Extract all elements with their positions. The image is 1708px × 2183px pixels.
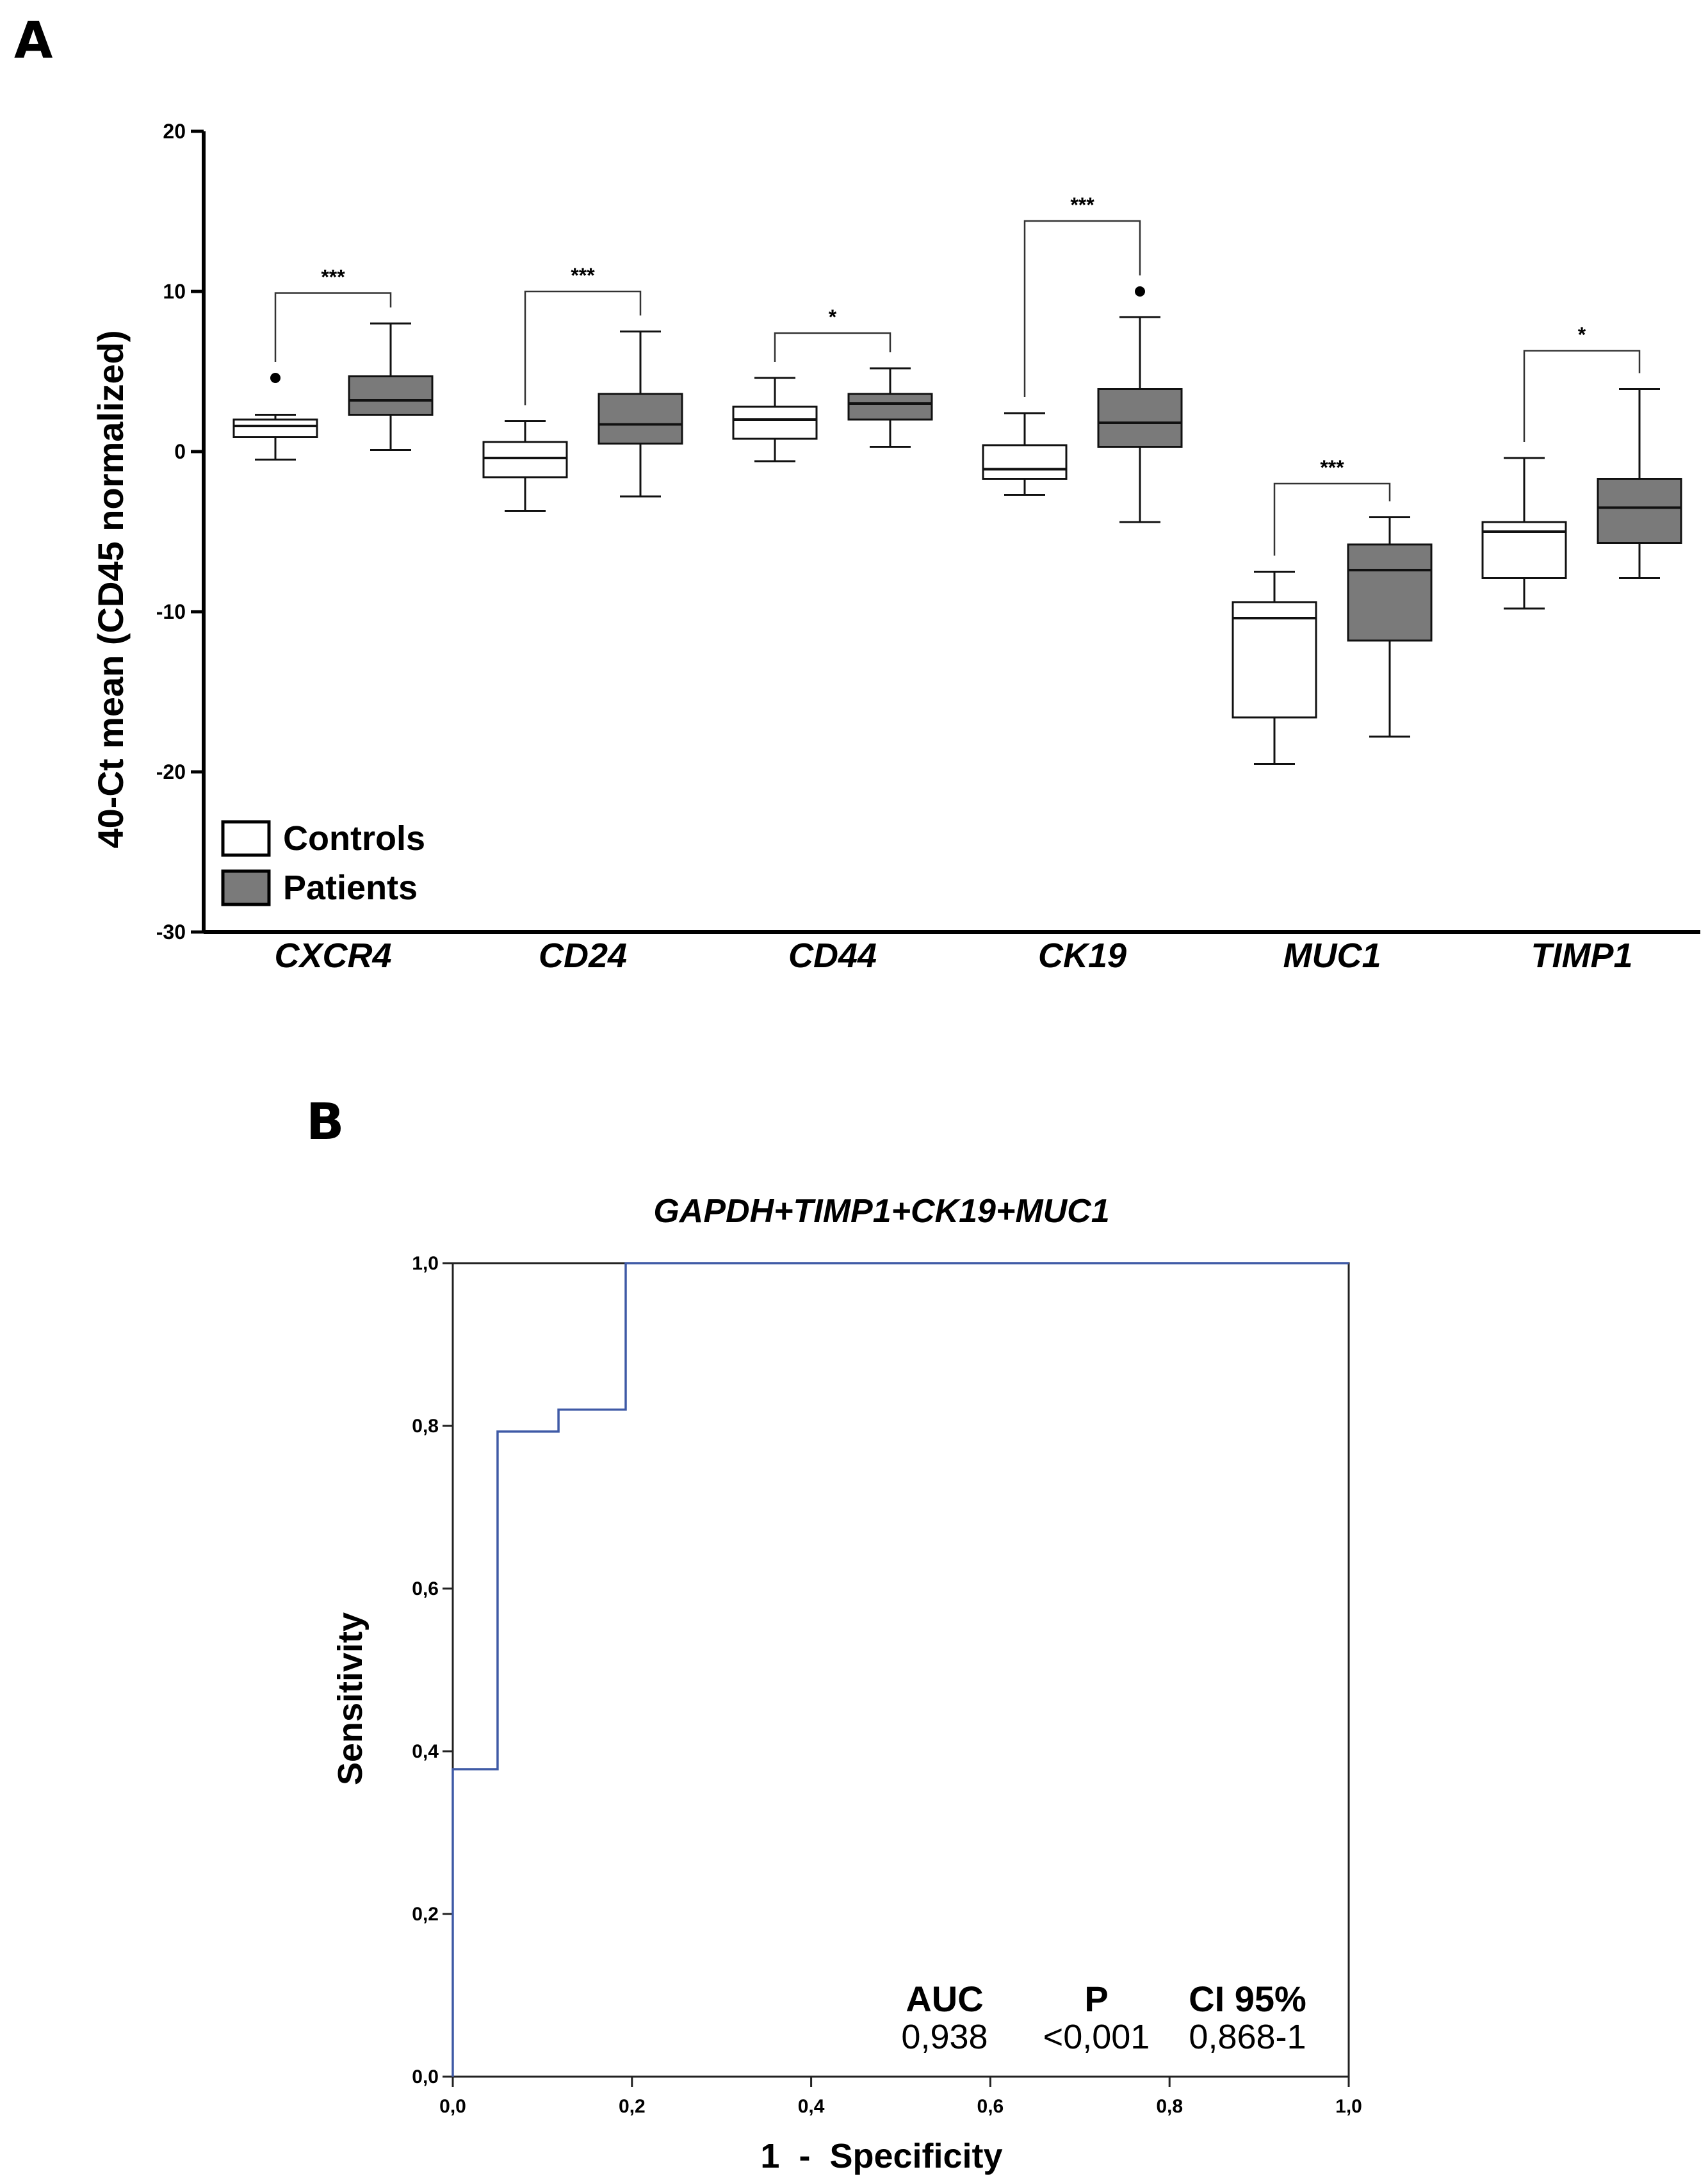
y-tick-label: -20 bbox=[156, 760, 186, 783]
patients-box-muc1 bbox=[1347, 516, 1433, 738]
patients-box-timp1 bbox=[1597, 388, 1682, 579]
roc-chart: GAPDH+TIMP1+CK19+MUC1 0,0 0,2 0,4 0,6 0,8 1,0 0… bbox=[331, 1193, 1362, 2175]
significance-bracket-cd44 bbox=[774, 332, 891, 362]
significance-bracket-muc1 bbox=[1273, 482, 1391, 556]
y-tick-label: 0,2 bbox=[412, 1904, 439, 1925]
y-axis-label: Sensitivity bbox=[331, 1612, 370, 1785]
category-label-timp1: TIMP1 bbox=[1531, 936, 1632, 975]
significance-bracket-timp1 bbox=[1523, 350, 1641, 442]
patients-box-ck19 bbox=[1097, 286, 1183, 523]
y-tick-label: 0,4 bbox=[412, 1741, 439, 1762]
panel-a-letter: A bbox=[14, 12, 53, 70]
category-label-cd24: CD24 bbox=[539, 936, 627, 975]
outlier-point bbox=[1135, 286, 1145, 297]
significance-label-timp1: * bbox=[1578, 323, 1586, 347]
x-axis-label: 1 - Specificity bbox=[760, 2137, 1002, 2175]
stat-header-2: CI 95% bbox=[1189, 1979, 1306, 2019]
iqr-box bbox=[232, 418, 318, 438]
stat-value-0: 0,938 bbox=[901, 2018, 988, 2056]
y-tick-label: 20 bbox=[163, 120, 186, 143]
y-tick-label: -10 bbox=[156, 600, 186, 623]
significance-label-cxcr4: *** bbox=[321, 266, 345, 289]
patients-box-cd44 bbox=[847, 367, 933, 448]
y-tick-label: 0,0 bbox=[412, 2066, 439, 2088]
iqr-box bbox=[1347, 543, 1433, 642]
y-tick-label: 0 bbox=[174, 440, 186, 463]
x-tick-label: 0,2 bbox=[619, 2096, 646, 2117]
roc-curve-line bbox=[451, 1262, 1349, 2077]
iqr-box bbox=[732, 405, 818, 440]
x-tick-label: 1,0 bbox=[1335, 2096, 1362, 2117]
significance-bracket-cd24 bbox=[524, 290, 642, 405]
roc-title: GAPDH+TIMP1+CK19+MUC1 bbox=[653, 1193, 1109, 1230]
iqr-box bbox=[847, 393, 933, 421]
plot-frame bbox=[451, 1262, 1350, 2078]
iqr-box bbox=[348, 375, 434, 416]
iqr-box bbox=[1097, 388, 1183, 448]
iqr-box bbox=[482, 441, 568, 478]
category-label-cxcr4: CXCR4 bbox=[274, 936, 391, 975]
x-tick-label: 0,6 bbox=[977, 2096, 1004, 2117]
patients-box-cxcr4 bbox=[348, 322, 434, 451]
iqr-box bbox=[982, 444, 1068, 480]
significance-bracket-ck19 bbox=[1023, 220, 1141, 397]
controls-box-cxcr4 bbox=[232, 373, 318, 461]
legend-label-controls: Controls bbox=[283, 819, 425, 858]
category-label-cd44: CD44 bbox=[788, 936, 877, 975]
significance-bracket-cxcr4 bbox=[274, 292, 392, 362]
iqr-box bbox=[1232, 601, 1317, 719]
controls-box-muc1 bbox=[1232, 571, 1317, 765]
x-tick-label: 0,0 bbox=[439, 2096, 466, 2117]
y-tick-label: 0,8 bbox=[412, 1416, 439, 1437]
y-tick-label: 10 bbox=[163, 280, 186, 303]
y-axis-label: 40-Ct mean (CD45 normalized) bbox=[90, 330, 131, 848]
x-tick-label: 0,8 bbox=[1156, 2096, 1183, 2117]
significance-label-cd24: *** bbox=[571, 264, 595, 287]
controls-box-ck19 bbox=[982, 412, 1068, 496]
stat-header-1: P bbox=[1084, 1979, 1108, 2019]
legend-swatch-patients bbox=[221, 869, 271, 906]
controls-box-cd44 bbox=[732, 377, 818, 462]
patients-box-cd24 bbox=[598, 331, 683, 498]
iqr-box bbox=[1597, 478, 1682, 544]
category-label-muc1: MUC1 bbox=[1283, 936, 1381, 975]
outlier-point bbox=[270, 373, 281, 383]
category-label-ck19: CK19 bbox=[1038, 936, 1126, 975]
legend-swatch-controls bbox=[221, 820, 271, 857]
y-tick-label: 1,0 bbox=[412, 1253, 439, 1274]
legend-label-patients: Patients bbox=[283, 869, 418, 907]
significance-label-muc1: *** bbox=[1320, 456, 1344, 479]
panel-b-letter: B bbox=[306, 1093, 344, 1151]
controls-box-cd24 bbox=[482, 420, 568, 512]
stat-value-2: 0,868-1 bbox=[1189, 2018, 1306, 2056]
significance-label-ck19: *** bbox=[1070, 193, 1094, 217]
significance-label-cd44: * bbox=[829, 306, 837, 329]
iqr-box bbox=[598, 393, 683, 445]
stat-value-1: <0,001 bbox=[1043, 2018, 1150, 2056]
stat-header-0: AUC bbox=[906, 1979, 983, 2019]
y-tick-label: -30 bbox=[156, 920, 186, 944]
y-tick-label: 0,6 bbox=[412, 1578, 439, 1599]
x-tick-label: 0,4 bbox=[798, 2096, 825, 2117]
controls-box-timp1 bbox=[1481, 457, 1567, 610]
boxplot-chart: 20 10 0 -10 -20 -30 40-Ct mean (CD45 normalize… bbox=[90, 120, 1700, 975]
